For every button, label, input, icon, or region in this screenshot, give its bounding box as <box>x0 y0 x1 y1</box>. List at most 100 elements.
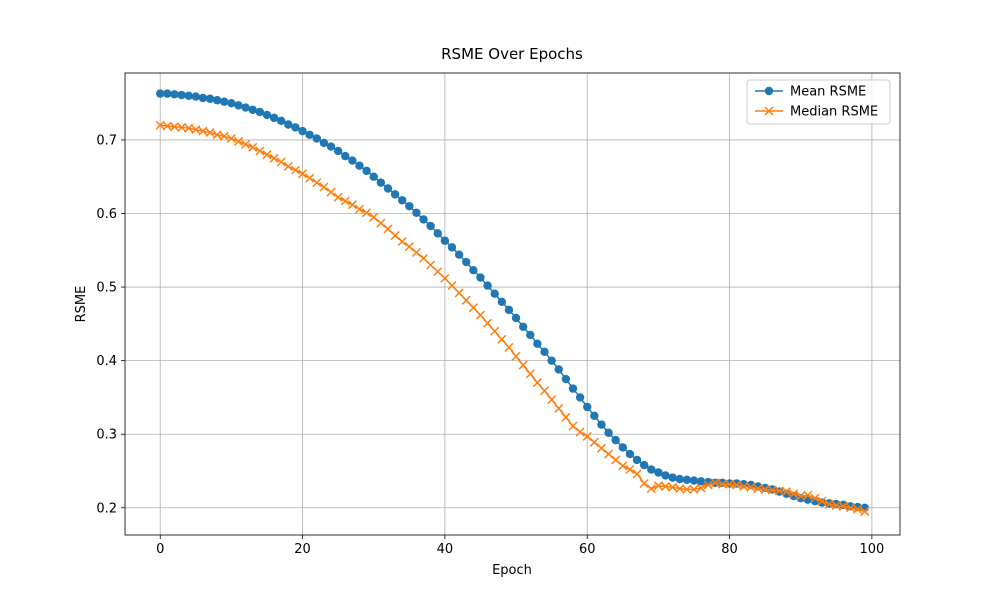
x-marker <box>781 487 792 497</box>
point <box>597 420 606 429</box>
x-marker <box>283 161 293 171</box>
axes-frame <box>124 72 901 536</box>
point <box>255 107 265 117</box>
point <box>298 126 307 136</box>
y-tick-label: 0.4 <box>96 354 117 369</box>
x-tick-label: 0 <box>156 542 164 557</box>
point <box>305 130 314 139</box>
y-tick-label: 0.5 <box>96 281 117 296</box>
point <box>419 215 428 224</box>
point <box>376 178 386 187</box>
x-marker <box>838 501 848 511</box>
point <box>220 97 229 106</box>
point <box>291 123 300 132</box>
x-marker <box>369 212 379 222</box>
x-marker <box>483 318 493 328</box>
x-marker <box>817 496 827 506</box>
point <box>554 365 563 374</box>
point <box>369 172 378 181</box>
point <box>312 134 321 143</box>
point <box>170 90 179 99</box>
legend-label: Median RSME <box>790 105 878 120</box>
x-marker <box>312 178 322 188</box>
x-marker <box>490 326 500 336</box>
y-tick-label: 0.6 <box>96 207 117 222</box>
x-marker <box>504 342 514 352</box>
point <box>269 113 279 123</box>
point <box>718 478 727 487</box>
x-marker <box>276 157 286 167</box>
point <box>696 477 706 486</box>
x-marker <box>319 182 329 192</box>
point <box>205 94 215 103</box>
x-marker <box>803 490 813 500</box>
x-marker <box>789 489 799 499</box>
x-marker <box>860 506 870 516</box>
x-tick-label: 80 <box>721 542 738 557</box>
point <box>262 110 272 120</box>
x-marker <box>539 386 550 396</box>
point <box>618 443 628 452</box>
point <box>426 221 435 231</box>
x-marker <box>433 267 443 277</box>
x-marker <box>411 247 421 258</box>
x-axis-label: Epoch <box>492 563 532 578</box>
x-marker <box>561 412 571 422</box>
x-tick-label: 60 <box>579 542 596 557</box>
y-axis-label: RSME <box>74 286 89 323</box>
x-marker <box>589 437 599 447</box>
x-marker <box>326 187 336 197</box>
x-marker <box>810 493 820 503</box>
x-marker <box>397 236 407 246</box>
point <box>832 499 841 509</box>
x-marker <box>732 480 742 490</box>
point <box>184 91 193 101</box>
x-marker <box>611 455 621 465</box>
y-tick-label: 0.3 <box>96 428 117 443</box>
point <box>846 502 855 511</box>
point <box>198 93 208 103</box>
point <box>490 289 499 298</box>
point <box>611 435 620 445</box>
x-marker <box>354 204 365 214</box>
x-marker <box>846 503 856 513</box>
x-marker <box>717 479 727 489</box>
point <box>227 98 236 108</box>
x-marker <box>604 449 614 459</box>
point <box>433 229 442 238</box>
x-marker <box>639 478 649 489</box>
x-marker <box>241 139 251 149</box>
x-marker <box>454 288 464 298</box>
point <box>341 151 350 161</box>
x-marker <box>475 310 486 320</box>
x-marker <box>582 431 592 441</box>
point <box>326 142 336 151</box>
x-marker <box>632 469 642 479</box>
x-marker <box>184 123 194 133</box>
x-marker <box>710 478 720 488</box>
point <box>561 374 571 384</box>
x-marker <box>305 173 315 183</box>
x-marker <box>233 136 244 146</box>
x-marker <box>347 200 357 210</box>
point <box>177 90 186 100</box>
point <box>675 474 684 484</box>
x-marker <box>532 378 542 388</box>
x-tick-label: 100 <box>859 542 884 557</box>
point <box>397 196 407 205</box>
x-marker <box>703 480 713 490</box>
x-marker <box>511 351 521 361</box>
x-marker <box>646 484 656 494</box>
x-marker <box>212 130 222 140</box>
point <box>661 471 670 480</box>
point <box>156 89 165 98</box>
legend-marker <box>764 106 774 116</box>
x-marker <box>419 253 429 263</box>
point <box>533 339 542 348</box>
point <box>440 236 450 245</box>
point <box>383 184 393 193</box>
x-marker <box>696 483 706 493</box>
x-marker <box>547 395 557 405</box>
x-marker <box>269 153 279 163</box>
point <box>355 161 364 170</box>
